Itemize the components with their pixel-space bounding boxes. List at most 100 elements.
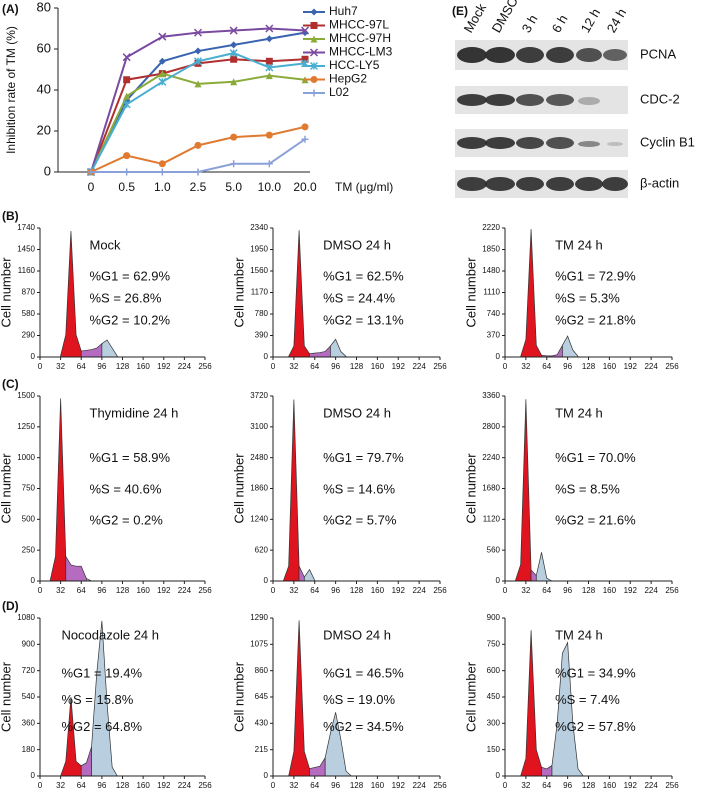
x-tick-label: 32	[289, 362, 298, 371]
histogram-area	[91, 620, 118, 777]
x-tick-label: 160	[371, 781, 385, 790]
data-point	[301, 135, 309, 143]
y-tick-label: 300	[487, 718, 501, 727]
x-tick-label: 224	[412, 586, 426, 595]
legend-label: HepG2	[329, 72, 367, 86]
data-point	[229, 49, 238, 58]
data-point	[265, 131, 273, 139]
y-tick-label: 1680	[482, 484, 500, 493]
y-tick-label: 0	[264, 771, 269, 780]
annotation: %G2 = 64.8%	[61, 719, 142, 734]
protein-label: Cyclin B1	[640, 134, 695, 149]
x-tick-label: 64	[77, 362, 86, 371]
y-tick-label: 3100	[250, 422, 268, 431]
y-tick-label: 0	[496, 771, 501, 780]
y-tick-label: 0	[44, 163, 51, 178]
histogram-area	[288, 620, 310, 777]
legend-label: MHCC-LM3	[329, 45, 393, 59]
x-tick-label: 96	[331, 781, 340, 790]
x-tick-label: 32	[56, 362, 65, 371]
histogram-area	[520, 630, 542, 777]
histogram-area	[309, 756, 326, 777]
x-tick-label: 0	[271, 362, 276, 371]
x-tick-label: 96	[563, 586, 572, 595]
y-tick-label: 1170	[251, 288, 269, 297]
x-tick-label: 128	[350, 781, 364, 790]
x-tick-label: 160	[136, 362, 150, 371]
annotation: Mock	[90, 237, 122, 252]
y-tick-label: 0	[496, 352, 501, 361]
histogram-area	[80, 746, 92, 777]
y-axis-title: Cell number	[231, 453, 246, 524]
legend-label: MHCC-97H	[329, 31, 391, 45]
annotation: %S = 14.6%	[323, 481, 395, 496]
data-point	[194, 141, 202, 149]
y-tick-label: 2240	[482, 453, 500, 462]
histogram-area	[60, 230, 82, 358]
protein-label: β-actin	[640, 175, 679, 190]
annotation: TM 24 h	[555, 237, 603, 252]
x-tick-label: 0	[503, 586, 508, 595]
x-tick-label: 96	[331, 362, 340, 371]
histogram-area	[60, 696, 82, 777]
data-point	[193, 57, 203, 66]
y-tick-label: 1950	[250, 245, 268, 254]
x-tick-label: 256	[198, 362, 212, 371]
data-point	[265, 35, 273, 43]
y-tick-label: 1250	[17, 422, 35, 431]
annotation: %G2 = 57.8%	[555, 719, 636, 734]
x-tick-label: 224	[644, 781, 658, 790]
x-tick-label: 160	[371, 586, 385, 595]
x-tick-label: 0.5	[118, 180, 135, 194]
y-tick-label: 150	[487, 745, 501, 754]
y-tick-label: 1740	[17, 223, 35, 232]
annotation: Thymidine 24 h	[90, 405, 179, 420]
y-axis-title: Inhibition rate of TM (%)	[4, 26, 18, 154]
annotation: %G1 = 58.9%	[90, 450, 171, 465]
annotation: TM 24 h	[555, 627, 603, 642]
x-tick-label: 256	[665, 362, 679, 371]
y-tick-label: 540	[22, 692, 36, 701]
y-axis-title: Cell number	[463, 661, 478, 732]
annotation: %G2 = 34.5%	[323, 719, 404, 734]
protein-label: PCNA	[640, 46, 676, 61]
y-tick-label: 290	[22, 331, 36, 340]
x-tick-label: 96	[563, 362, 572, 371]
y-tick-label: 80	[37, 0, 51, 14]
data-point	[229, 26, 238, 35]
lane-label: DMSO	[489, 0, 521, 35]
bands	[455, 40, 628, 198]
x-tick-label: 128	[582, 362, 596, 371]
annotation: %S = 15.8%	[61, 692, 133, 707]
legend-marker	[309, 48, 319, 57]
x-tick-label: 192	[392, 586, 406, 595]
y-tick-label: 40	[37, 81, 51, 96]
y-axis-title: Cell number	[463, 257, 478, 328]
legend-label: Huh7	[329, 4, 358, 18]
annotation: %G1 = 46.5%	[323, 665, 404, 680]
western-blot	[455, 35, 628, 200]
lane-label: 12 h	[578, 6, 604, 35]
x-tick-label: 0	[88, 180, 95, 194]
histogram-area	[541, 764, 553, 777]
x-tick-label: 224	[644, 586, 658, 595]
panel-label: (E)	[452, 4, 468, 18]
data-point	[265, 63, 274, 72]
y-tick-label: 3360	[482, 391, 500, 400]
histogram-area	[324, 712, 353, 777]
y-tick-label: 2800	[482, 422, 500, 431]
legend-marker	[310, 8, 318, 16]
annotation: %G2 = 21.6%	[555, 513, 636, 528]
histogram-area	[80, 342, 103, 358]
annotation: %G1 = 34.9%	[555, 665, 636, 680]
x-tick-label: 256	[433, 586, 447, 595]
histogram-area	[541, 344, 563, 358]
y-tick-label: 1120	[483, 514, 501, 523]
x-tick-label: 64	[77, 781, 86, 790]
x-tick-label: 256	[433, 781, 447, 790]
y-tick-label: 1110	[483, 288, 500, 297]
x-tick-label: 160	[603, 781, 617, 790]
x-tick-label: 224	[412, 781, 426, 790]
y-tick-label: 250	[22, 545, 36, 554]
annotation: %G2 = 0.2%	[90, 513, 164, 528]
